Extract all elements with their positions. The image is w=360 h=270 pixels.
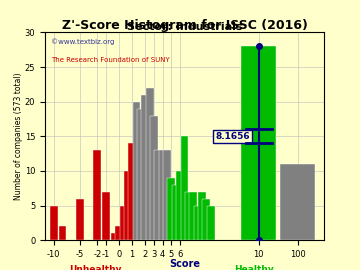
Bar: [241, 46, 276, 240]
Bar: [280, 164, 315, 240]
Bar: [202, 199, 210, 240]
Text: Healthy: Healthy: [234, 265, 274, 270]
Bar: [159, 150, 167, 240]
Bar: [194, 206, 202, 240]
Bar: [93, 150, 101, 240]
Bar: [76, 199, 84, 240]
Bar: [163, 150, 171, 240]
Text: ©www.textbiz.org: ©www.textbiz.org: [50, 39, 114, 45]
Text: Sector: Industrials: Sector: Industrials: [127, 22, 242, 32]
Bar: [198, 192, 206, 240]
Bar: [176, 171, 184, 240]
Text: The Research Foundation of SUNY: The Research Foundation of SUNY: [50, 57, 169, 63]
Bar: [137, 109, 145, 240]
Bar: [181, 136, 188, 240]
Bar: [132, 102, 140, 240]
Text: 8.1656: 8.1656: [215, 132, 250, 141]
Bar: [185, 192, 193, 240]
Bar: [172, 185, 180, 240]
Bar: [146, 88, 154, 240]
Bar: [128, 143, 136, 240]
X-axis label: Score: Score: [169, 259, 200, 269]
Bar: [141, 95, 149, 240]
Bar: [102, 192, 110, 240]
Bar: [115, 227, 123, 240]
Y-axis label: Number of companies (573 total): Number of companies (573 total): [14, 73, 23, 200]
Bar: [150, 116, 158, 240]
Bar: [50, 206, 58, 240]
Bar: [207, 206, 215, 240]
Bar: [124, 171, 132, 240]
Title: Z'-Score Histogram for ISSC (2016): Z'-Score Histogram for ISSC (2016): [62, 19, 307, 32]
Bar: [189, 192, 197, 240]
Bar: [59, 227, 66, 240]
Bar: [167, 178, 175, 240]
Bar: [154, 150, 162, 240]
Bar: [111, 233, 119, 240]
Text: Unhealthy: Unhealthy: [69, 265, 121, 270]
Bar: [120, 206, 127, 240]
